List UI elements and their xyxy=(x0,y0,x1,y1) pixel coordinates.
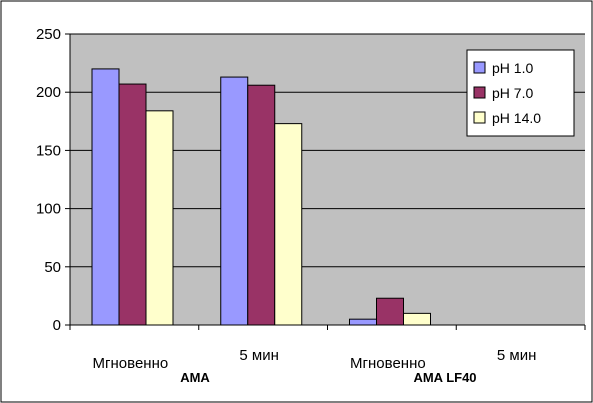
x-category-label: 5 мин xyxy=(239,347,279,364)
bar xyxy=(145,110,174,326)
y-tick-label: 250 xyxy=(36,26,61,43)
y-tick-label: 200 xyxy=(36,84,61,101)
bar xyxy=(118,83,147,326)
x-category-label: 5 мин xyxy=(497,347,537,364)
bar xyxy=(274,123,303,326)
legend-swatch xyxy=(473,61,486,74)
bar xyxy=(403,312,431,326)
legend-label: pH 14.0 xyxy=(492,110,541,126)
bar xyxy=(376,297,404,326)
legend-swatch xyxy=(473,86,486,99)
x-group-label: AMA xyxy=(180,370,210,385)
legend-label: pH 1.0 xyxy=(492,60,533,76)
x-category-label: Мгновенно xyxy=(350,355,426,372)
legend-swatch xyxy=(473,111,486,124)
x-group-label: AMA LF40 xyxy=(413,370,476,385)
y-tick-label: 150 xyxy=(36,142,61,159)
y-tick-label: 100 xyxy=(36,201,61,218)
bar xyxy=(247,84,276,326)
legend-label: pH 7.0 xyxy=(492,85,533,101)
y-tick-label: 50 xyxy=(44,259,61,276)
y-tick-label: 0 xyxy=(53,317,61,334)
x-category-label: Мгновенно xyxy=(93,355,169,372)
bar xyxy=(220,76,249,326)
bar xyxy=(91,68,120,326)
bar xyxy=(349,318,377,326)
